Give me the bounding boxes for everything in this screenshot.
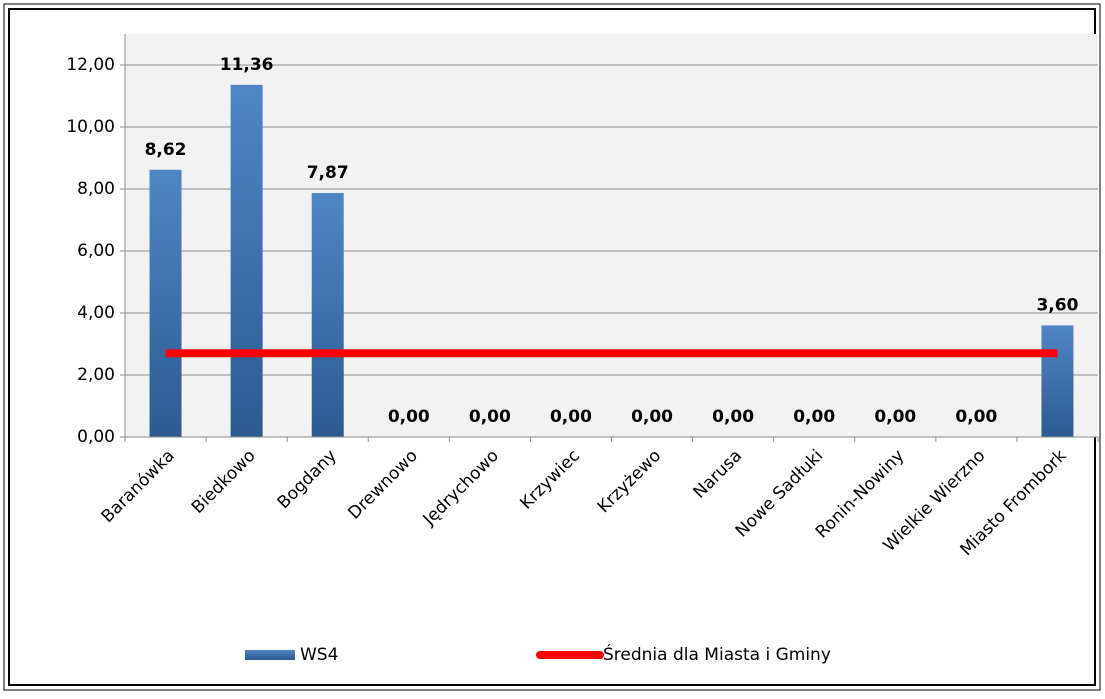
legend-swatch	[245, 650, 295, 660]
x-tick-label: Jędrychowo	[419, 446, 503, 530]
x-tick-label: Biedkowo	[188, 446, 260, 518]
bar	[311, 193, 344, 437]
y-tick-label: 8,00	[77, 179, 115, 199]
x-tick-label: Krzywiec	[516, 446, 584, 514]
frame-outer	[3, 3, 1101, 691]
legend-label: WS4	[300, 645, 338, 665]
y-tick-label: 6,00	[77, 241, 115, 261]
bar	[149, 169, 182, 437]
y-tick-label: 0,00	[77, 427, 115, 447]
legend-label: Średnia dla Miasta i Gminy	[603, 643, 831, 665]
data-label: 0,00	[631, 407, 673, 427]
y-tick-label: 4,00	[77, 303, 115, 323]
bar	[1041, 325, 1074, 437]
y-tick-label: 12,00	[66, 55, 115, 75]
data-label: 0,00	[874, 407, 916, 427]
x-tick-label: Drewnowo	[344, 446, 421, 523]
x-tick-label: Krzyżewo	[594, 446, 665, 517]
x-tick-label: Bogdany	[274, 446, 341, 513]
x-tick-label: Narusa	[689, 446, 746, 503]
data-label: 0,00	[550, 407, 592, 427]
x-tick-label: Baranówka	[98, 446, 179, 527]
data-label: 7,87	[307, 163, 349, 183]
data-label: 0,00	[955, 407, 997, 427]
plot-area	[125, 34, 1098, 437]
y-tick-label: 10,00	[66, 117, 115, 137]
data-label: 0,00	[469, 407, 511, 427]
data-label: 3,60	[1036, 295, 1078, 315]
data-label: 0,00	[712, 407, 754, 427]
data-label: 11,36	[220, 55, 274, 75]
y-tick-label: 2,00	[77, 365, 115, 385]
data-label: 0,00	[793, 407, 835, 427]
data-label: 0,00	[388, 407, 430, 427]
bar	[230, 84, 263, 437]
data-label: 8,62	[145, 140, 187, 160]
